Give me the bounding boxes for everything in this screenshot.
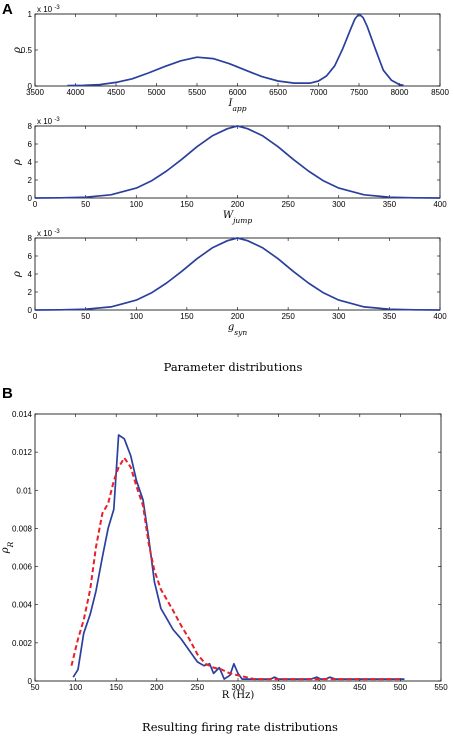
x-axis-label: gsyn bbox=[228, 322, 247, 337]
x-tick-label: 550 bbox=[434, 683, 448, 692]
series-line-dashed-red bbox=[70, 456, 401, 681]
axis-exponent-label: x 10 -3 bbox=[37, 229, 60, 238]
y-axis-label: ρ bbox=[12, 47, 23, 54]
series-line-blue bbox=[72, 434, 405, 680]
y-tick-label: 0.008 bbox=[12, 524, 33, 533]
x-tick-label: 50 bbox=[81, 200, 90, 209]
x-tick-label: 7000 bbox=[310, 88, 328, 97]
axis-exponent-power: -3 bbox=[54, 5, 60, 11]
y-tick-label: 8 bbox=[28, 234, 33, 243]
y-tick-label: 6 bbox=[28, 252, 33, 261]
x-tick-label: 5500 bbox=[188, 88, 206, 97]
x-axis-label: R (Hz) bbox=[222, 690, 255, 701]
axis-exponent-label: x 10 -3 bbox=[37, 117, 60, 126]
x-axis-label-subscript: app bbox=[232, 104, 246, 113]
x-tick-label: 350 bbox=[383, 200, 397, 209]
x-tick-label: 6000 bbox=[229, 88, 247, 97]
x-axis-label-subscript: jump bbox=[231, 216, 252, 225]
x-tick-label: 250 bbox=[281, 200, 295, 209]
x-tick-label: 350 bbox=[383, 312, 397, 321]
y-tick-label: 0.002 bbox=[12, 639, 33, 648]
x-tick-label: 4000 bbox=[67, 88, 85, 97]
x-tick-label: 8500 bbox=[431, 88, 449, 97]
series-line-blue bbox=[67, 13, 404, 87]
axis-exponent-power: -3 bbox=[54, 117, 60, 123]
x-tick-label: 450 bbox=[353, 683, 367, 692]
x-tick-label: 0 bbox=[33, 312, 38, 321]
y-tick-label: 8 bbox=[28, 122, 33, 131]
caption-a: Parameter distributions bbox=[164, 360, 303, 374]
y-tick-label: 1 bbox=[28, 10, 33, 19]
x-tick-label: 3500 bbox=[26, 88, 44, 97]
x-tick-label: 400 bbox=[313, 683, 327, 692]
x-tick-label: 50 bbox=[31, 683, 40, 692]
x-tick-label: 100 bbox=[69, 683, 83, 692]
x-axis-label: Iapp bbox=[227, 98, 246, 113]
x-tick-label: 400 bbox=[433, 312, 447, 321]
x-tick-label: 400 bbox=[433, 200, 447, 209]
y-tick-label: 0.01 bbox=[16, 486, 32, 495]
plot-frame bbox=[34, 13, 441, 87]
x-tick-label: 300 bbox=[332, 312, 346, 321]
x-tick-label: 500 bbox=[394, 683, 408, 692]
x-tick-label: 5000 bbox=[148, 88, 166, 97]
x-tick-label: 50 bbox=[81, 312, 90, 321]
y-axis-label: ρ bbox=[12, 271, 23, 278]
x-tick-label: 200 bbox=[150, 683, 164, 692]
y-tick-label: 0 bbox=[28, 82, 33, 91]
x-tick-label: 100 bbox=[130, 200, 144, 209]
y-tick-label: 4 bbox=[28, 270, 33, 279]
y-tick-label: 0.014 bbox=[12, 410, 33, 419]
y-tick-label: 0.012 bbox=[12, 448, 33, 457]
y-tick-label: 6 bbox=[28, 140, 33, 149]
plot-frame bbox=[34, 125, 441, 199]
x-tick-label: 200 bbox=[231, 312, 245, 321]
y-axis-label: ρ bbox=[12, 159, 23, 166]
x-tick-label: 150 bbox=[110, 683, 124, 692]
x-axis-label-subscript: syn bbox=[234, 328, 247, 337]
x-tick-label: 300 bbox=[231, 683, 245, 692]
y-tick-label: 2 bbox=[28, 176, 33, 185]
x-tick-label: 200 bbox=[231, 200, 245, 209]
x-tick-label: 7500 bbox=[350, 88, 368, 97]
x-tick-label: 150 bbox=[180, 312, 194, 321]
plot-wjump: 0 50 100 150 200 250 300 350 400 0 2 4 6 8 x 10 -3 Wjum… bbox=[12, 117, 447, 225]
plot-iapp: 3500 4000 4500 5000 5500 6000 6500 7000 7500 8000… bbox=[12, 5, 449, 113]
y-tick-label: 0.004 bbox=[12, 601, 33, 610]
plot-frame bbox=[34, 237, 441, 311]
axis-exponent-power: -3 bbox=[54, 229, 60, 235]
x-tick-label: 300 bbox=[332, 200, 346, 209]
y-tick-label: 0 bbox=[28, 677, 33, 686]
x-tick-label: 250 bbox=[281, 312, 295, 321]
x-tick-label: 0 bbox=[33, 200, 38, 209]
x-tick-label: 250 bbox=[191, 683, 205, 692]
series-line-blue bbox=[34, 125, 441, 199]
x-tick-label: 4500 bbox=[107, 88, 125, 97]
caption-b: Resulting firing rate distributions bbox=[142, 720, 338, 734]
panel-letter-a: A bbox=[2, 1, 13, 18]
plot-gsyn: 0 50 100 150 200 250 300 350 400 0 2 4 6 8 x 10 -3 gsyn… bbox=[12, 229, 447, 337]
x-tick-label: 350 bbox=[272, 683, 286, 692]
x-axis-label: Wjump bbox=[223, 210, 253, 225]
y-tick-label: 0 bbox=[28, 194, 33, 203]
y-tick-label: 0 bbox=[28, 306, 33, 315]
panel-letter-b: B bbox=[2, 385, 13, 402]
series-line-blue bbox=[34, 237, 441, 311]
plot-firing-rate: 50 100 150 200 250 300 350 400 450 500 550 0 0.002 0.… bbox=[0, 410, 448, 701]
y-tick-label: 0.5 bbox=[21, 46, 33, 55]
y-axis-label: ρR bbox=[0, 541, 15, 554]
x-tick-label: 150 bbox=[180, 200, 194, 209]
x-tick-label: 100 bbox=[130, 312, 144, 321]
x-tick-label: 8000 bbox=[391, 88, 409, 97]
y-tick-label: 4 bbox=[28, 158, 33, 167]
y-tick-label: 0.006 bbox=[12, 563, 33, 572]
axis-exponent-label: x 10 -3 bbox=[37, 5, 60, 14]
y-tick-label: 2 bbox=[28, 288, 33, 297]
y-axis-label-subscript: R bbox=[6, 541, 15, 548]
x-tick-label: 6500 bbox=[269, 88, 287, 97]
